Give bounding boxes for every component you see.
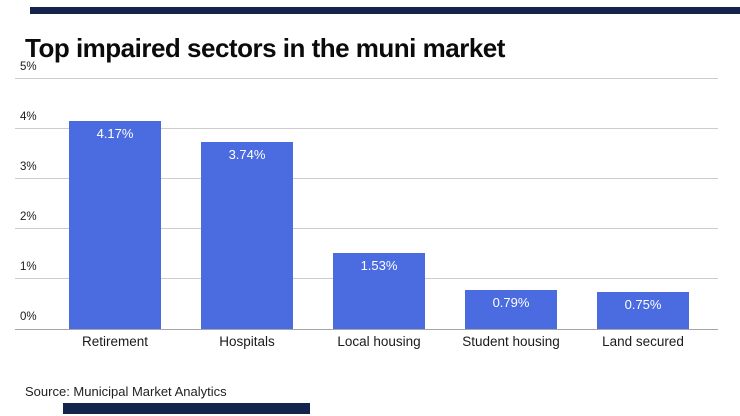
y-tick-label: 3% <box>20 161 37 173</box>
bar-land-secured: 0.75% <box>597 291 689 329</box>
y-tick-label: 1% <box>20 261 37 273</box>
bar-value-label: 4.17% <box>96 125 134 141</box>
y-tick-label: 5% <box>20 61 37 73</box>
y-tick-label: 2% <box>20 211 37 223</box>
bar-value-label: 0.75% <box>624 296 662 312</box>
gridline <box>15 128 718 129</box>
x-axis-label-land-secured: Land secured <box>602 334 684 349</box>
bar-chart-plot-area: 0% 1% 2% 3% 4% 5% 4.17% Retirement 3.74% Hospital… <box>15 61 718 349</box>
gridline <box>15 178 718 179</box>
bar-value-label: 3.74% <box>228 147 266 162</box>
y-tick-label: 4% <box>20 111 37 123</box>
bottom-accent-bar <box>63 403 310 414</box>
x-axis-baseline <box>15 329 718 330</box>
source-attribution: Source: Municipal Market Analytics <box>25 384 227 399</box>
bar-value-label: 0.79% <box>492 294 530 310</box>
bar-hospitals: 3.74% <box>201 142 293 329</box>
bar-retirement: 4.17% <box>69 120 161 329</box>
top-accent-bar <box>30 7 740 14</box>
x-axis-label-local-housing: Local housing <box>337 334 421 349</box>
x-axis-label-hospitals: Hospitals <box>219 334 275 349</box>
gridline <box>15 228 718 229</box>
x-axis-label-student-housing: Student housing <box>462 334 560 349</box>
bar-value-label: 1.53% <box>360 257 398 273</box>
bar-student-housing: 0.79% <box>465 289 557 329</box>
bar-local-housing: 1.53% <box>333 252 425 329</box>
x-axis-label-retirement: Retirement <box>81 334 149 349</box>
y-tick-label: 0% <box>20 311 37 323</box>
gridline <box>15 78 718 79</box>
chart-title: Top impaired sectors in the muni market <box>25 33 505 64</box>
